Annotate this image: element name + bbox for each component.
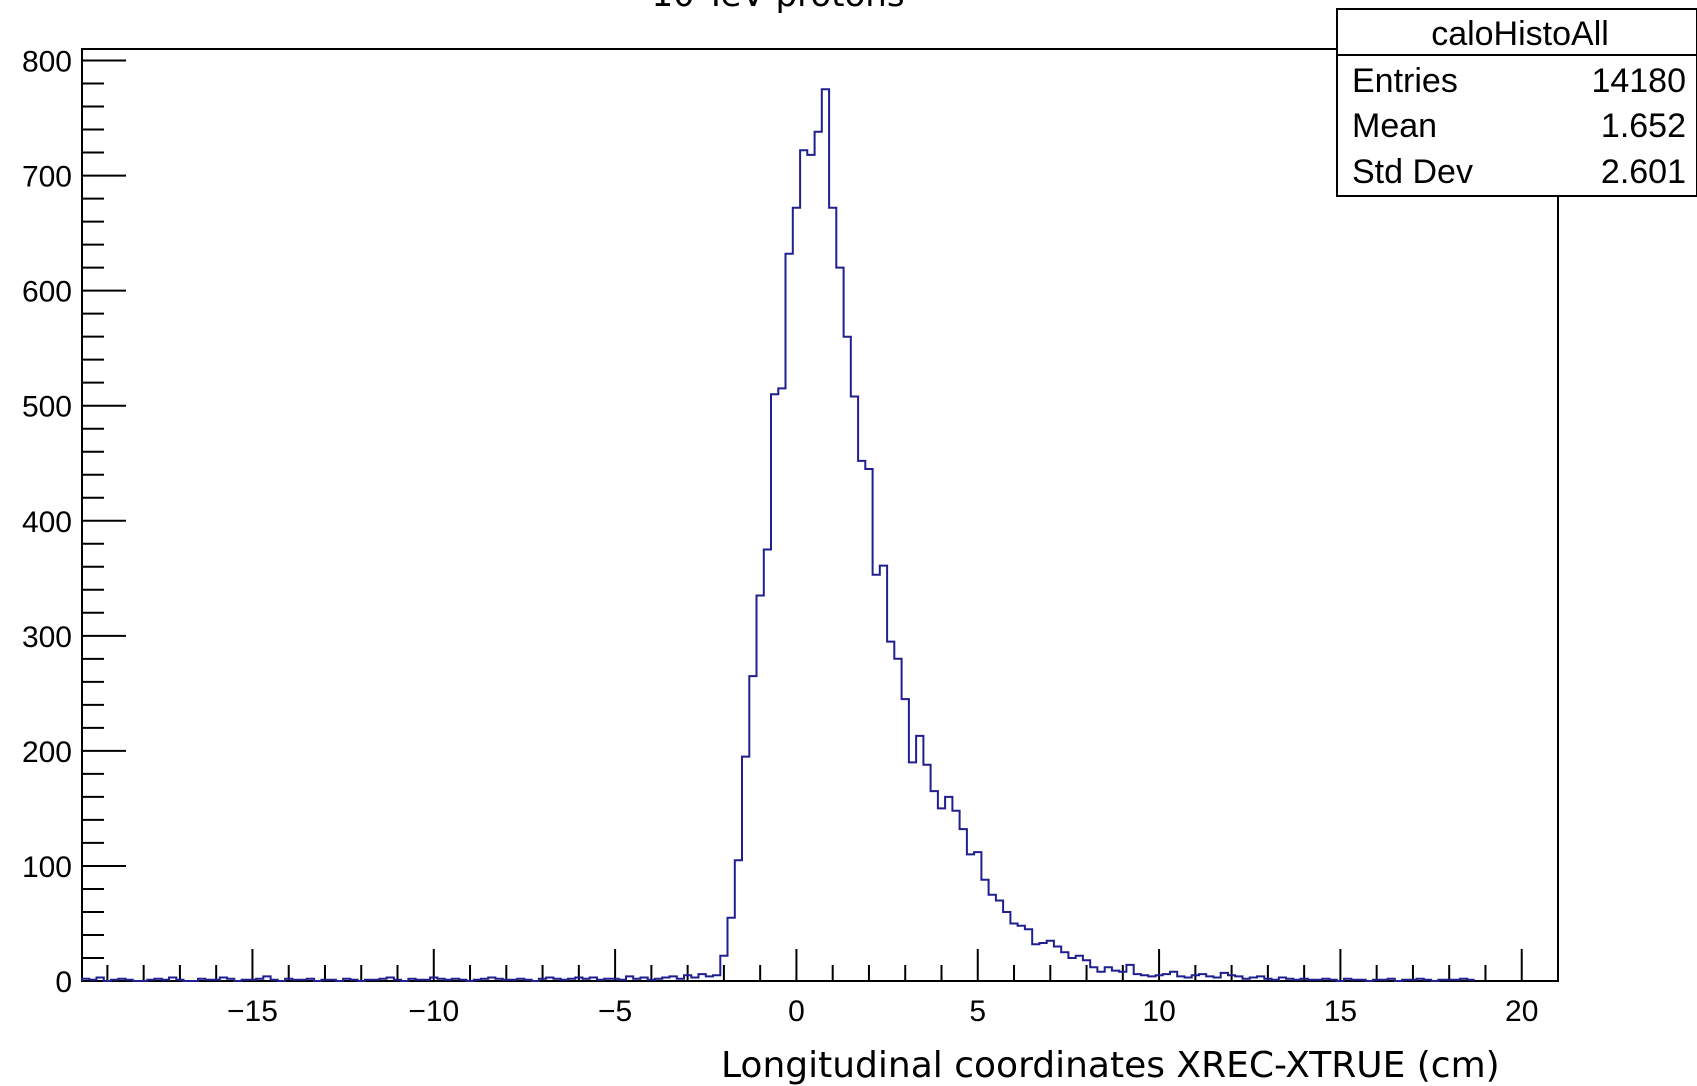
stats-box: caloHistoAll Entries 14180 Mean 1.652 St… xyxy=(1336,8,1697,197)
y-tick-label: 500 xyxy=(22,391,72,424)
stats-stddev-label: Std Dev xyxy=(1352,153,1473,191)
x-tick-label: −15 xyxy=(227,995,278,1028)
y-tick-label: 600 xyxy=(22,276,72,309)
x-tick-label: 10 xyxy=(1142,995,1175,1028)
y-tick-label: 200 xyxy=(22,736,72,769)
y-axis: 0 100 200 300 400 500 600 700 800 xyxy=(22,46,126,999)
x-axis-title: Longitudinal coordinates XREC-XTRUE (cm) xyxy=(721,1045,1500,1086)
x-axis: −15 −10 −5 0 5 10 15 20 xyxy=(106,949,1559,1028)
y-tick-label: 100 xyxy=(22,851,72,884)
stats-mean-value: 1.652 xyxy=(1601,107,1686,145)
stats-entries-value: 14180 xyxy=(1591,62,1686,100)
y-tick-label: 400 xyxy=(22,506,72,539)
y-tick-label: 300 xyxy=(22,621,72,654)
y-tick-label: 700 xyxy=(22,161,72,194)
chart-title: 10 TeV protons xyxy=(651,0,904,15)
stats-box-title: caloHistoAll xyxy=(1431,15,1609,53)
stats-stddev-value: 2.601 xyxy=(1601,153,1686,191)
x-tick-label: 0 xyxy=(788,995,805,1028)
plot-frame xyxy=(81,48,1559,982)
stats-box-frame xyxy=(1336,8,1697,197)
x-tick-label: −10 xyxy=(408,995,459,1028)
histogram-series-line xyxy=(81,88,1475,982)
y-tick-label: 0 xyxy=(55,966,72,999)
x-tick-label: 20 xyxy=(1505,995,1538,1028)
stats-mean-label: Mean xyxy=(1352,107,1437,145)
stats-entries-label: Entries xyxy=(1352,62,1458,100)
y-tick-label: 800 xyxy=(22,46,72,79)
x-tick-label: −5 xyxy=(598,995,632,1028)
x-tick-label: 5 xyxy=(969,995,986,1028)
x-tick-label: 15 xyxy=(1324,995,1357,1028)
